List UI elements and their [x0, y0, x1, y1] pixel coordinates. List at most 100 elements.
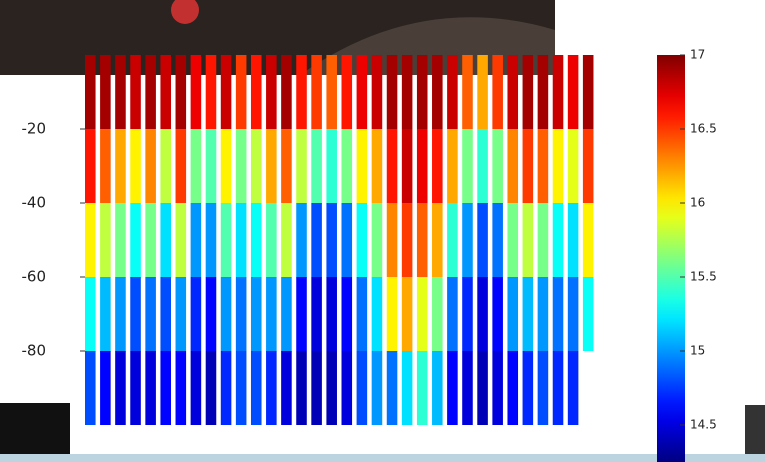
profile-segment — [235, 203, 247, 277]
profile-segment — [100, 129, 111, 203]
profile-segment — [416, 129, 428, 203]
profile-segment — [386, 203, 398, 277]
profile-segment — [341, 277, 353, 351]
profile-segment — [205, 351, 217, 425]
profile-segment — [582, 129, 594, 203]
colorbar-tick-label: 16 — [690, 196, 705, 210]
profile-segment — [190, 277, 202, 351]
profile-segment — [341, 203, 353, 277]
profile-segment — [462, 203, 473, 277]
profile-segment — [175, 277, 187, 351]
profile-segment — [160, 129, 172, 203]
profile-segment — [477, 129, 488, 203]
profile-segment — [356, 351, 368, 425]
profile-segment — [522, 55, 534, 129]
profile-segment — [401, 203, 413, 277]
profile-segment — [386, 351, 398, 425]
profile-segment — [100, 203, 111, 277]
profile-segment — [205, 203, 217, 277]
profile-segment — [145, 55, 156, 129]
y-tick-label: -40 — [22, 194, 47, 212]
profile-segment — [492, 277, 503, 351]
profile-segment — [190, 129, 202, 203]
profile-segment — [326, 129, 337, 203]
profile-segment — [401, 55, 413, 129]
profile-segment — [250, 129, 262, 203]
profile-segment — [190, 351, 202, 425]
profile-segment — [371, 129, 383, 203]
profile-segment — [567, 55, 579, 129]
profile-segment — [220, 203, 232, 277]
colorbar-gradient — [657, 55, 685, 462]
y-tick-label: -80 — [22, 342, 47, 360]
profile-segment — [160, 351, 172, 425]
profile-segment — [235, 277, 247, 351]
profile-segment — [341, 129, 353, 203]
colorbar-tick-label: 15.5 — [690, 270, 717, 284]
profile-segment — [356, 203, 368, 277]
profile-segment — [220, 277, 232, 351]
photo-light — [171, 0, 199, 24]
profile-segment — [296, 351, 307, 425]
profile-segment — [175, 203, 187, 277]
profile-segment — [477, 277, 488, 351]
profile-segment — [537, 277, 549, 351]
profile-segment — [175, 351, 187, 425]
profile-segment — [160, 55, 172, 129]
colorbar-tick-label: 17 — [690, 48, 705, 62]
profile-segment — [266, 351, 277, 425]
profile-segment — [296, 277, 307, 351]
profile-segment — [266, 277, 277, 351]
profile-segment — [447, 277, 458, 351]
profile-segment — [326, 203, 337, 277]
profile-segment — [250, 55, 262, 129]
profile-segment — [296, 203, 307, 277]
profile-segment — [552, 277, 564, 351]
profile-segment — [371, 277, 383, 351]
profile-segment — [160, 277, 172, 351]
profile-segment — [145, 351, 156, 425]
profile-segment — [100, 277, 111, 351]
profile-segment — [507, 55, 519, 129]
profile-segment — [115, 129, 126, 203]
y-tick-label: -20 — [22, 120, 47, 138]
profile-segment — [507, 351, 519, 425]
profile-segment — [341, 351, 353, 425]
profile-segment — [266, 55, 277, 129]
profile-segment — [296, 129, 307, 203]
profile-segment — [432, 203, 443, 277]
profile-segment — [522, 129, 534, 203]
profile-segment — [281, 129, 292, 203]
profile-segment — [160, 203, 172, 277]
colorbar: 17 16.5 16 15.5 15 14.5 — [657, 48, 717, 462]
profile-segment — [462, 55, 473, 129]
profile-segment — [311, 351, 322, 425]
profile-segment — [311, 55, 322, 129]
profile-segment — [492, 129, 503, 203]
profile-segment — [522, 277, 534, 351]
profile-segment — [507, 277, 519, 351]
profile-segment — [220, 55, 232, 129]
profile-segment — [220, 351, 232, 425]
profile-segment — [447, 129, 458, 203]
profile-segment — [311, 203, 322, 277]
profile-segment — [507, 203, 519, 277]
profile-segment — [386, 277, 398, 351]
photo-corner — [0, 403, 70, 462]
profile-segment — [462, 277, 473, 351]
profile-segment — [552, 55, 564, 129]
profile-segment — [582, 203, 594, 277]
profile-segment — [205, 129, 217, 203]
profile-segment — [432, 351, 443, 425]
profile-segment — [326, 55, 337, 129]
profile-segment — [401, 351, 413, 425]
profile-segment — [235, 55, 247, 129]
profile-segment — [492, 203, 503, 277]
profile-segment — [582, 55, 594, 129]
profile-segment — [311, 277, 322, 351]
profile-segment — [537, 129, 549, 203]
profile-segment — [281, 55, 292, 129]
profile-segment — [567, 351, 579, 425]
profile-segment — [401, 277, 413, 351]
